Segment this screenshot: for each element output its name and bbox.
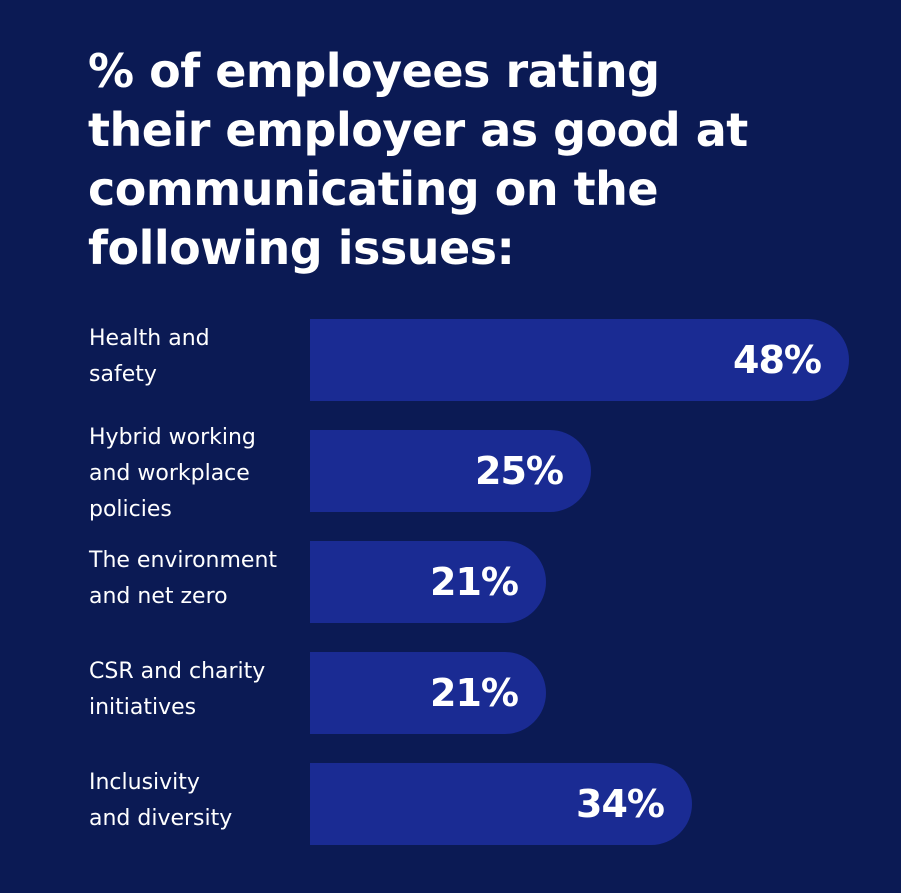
bar-row: Inclusivity and diversity 34% xyxy=(0,763,901,845)
bar-row: The environment and net zero 21% xyxy=(0,541,901,623)
bar: 21% xyxy=(310,541,546,623)
bar-row: Health and safety 48% xyxy=(0,319,901,401)
value-label: 25% xyxy=(475,449,564,493)
value-label: 48% xyxy=(733,338,822,382)
bar: 48% xyxy=(310,319,849,401)
category-label: CSR and charity initiatives xyxy=(89,659,266,720)
bar-row: Hybrid working and workplace policies 25% xyxy=(0,425,901,522)
value-label: 21% xyxy=(430,560,519,604)
category-label: The environment and net zero xyxy=(89,548,278,609)
category-label: Hybrid working and workplace policies xyxy=(89,425,256,522)
chart-title: % of employees rating their employer as … xyxy=(88,44,748,275)
category-label: Inclusivity and diversity xyxy=(89,770,233,831)
bar: 21% xyxy=(310,652,546,734)
bar: 25% xyxy=(310,430,591,512)
bar: 34% xyxy=(310,763,692,845)
value-label: 21% xyxy=(430,671,519,715)
bar-row: CSR and charity initiatives 21% xyxy=(0,652,901,734)
value-label: 34% xyxy=(576,782,665,826)
category-label: Health and safety xyxy=(89,326,210,387)
